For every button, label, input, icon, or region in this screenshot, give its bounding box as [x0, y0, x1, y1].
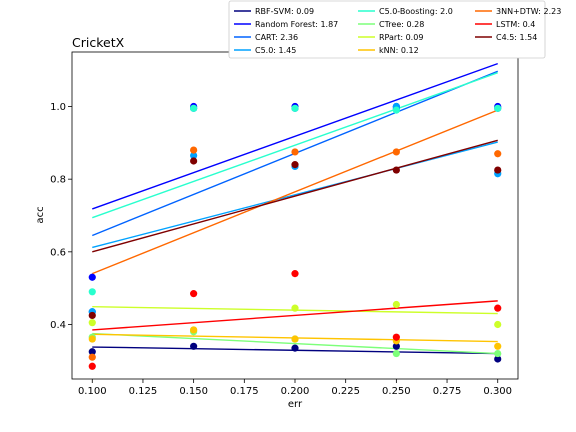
legend-label: RPart: 0.09 — [379, 33, 423, 42]
data-point — [494, 166, 502, 174]
data-point — [190, 290, 198, 298]
data-point — [291, 148, 299, 156]
data-point — [88, 335, 96, 343]
y-tick-label: 0.8 — [50, 175, 66, 186]
data-point — [190, 146, 198, 154]
data-point — [88, 288, 96, 296]
data-point — [494, 320, 502, 329]
data-point — [291, 335, 299, 343]
x-tick-label: 0.225 — [331, 386, 360, 397]
trend-line — [92, 139, 498, 253]
trend-line — [92, 109, 498, 275]
x-tick-label: 0.250 — [382, 386, 411, 397]
x-axis-label: err — [288, 399, 303, 410]
y-axis-label: acc — [35, 206, 46, 223]
y-tick-label: 0.4 — [50, 320, 66, 331]
x-tick-label: 0.100 — [78, 386, 107, 397]
chart-title: CricketX — [72, 35, 125, 50]
legend-label: CTree: 0.28 — [379, 20, 424, 29]
data-point — [392, 300, 400, 309]
legend-label: RBF-SVM: 0.09 — [255, 7, 314, 16]
data-point — [392, 342, 400, 350]
legend-label: C5.0-Boosting: 2.0 — [379, 7, 453, 16]
x-tick-label: 0.300 — [483, 386, 512, 397]
data-point — [190, 151, 198, 160]
data-point — [392, 166, 400, 174]
trend-line — [92, 141, 498, 249]
y-tick-label: 1.0 — [50, 102, 66, 113]
data-point — [494, 104, 502, 112]
legend-label: 3NN+DTW: 2.23 — [496, 7, 561, 16]
legend-label: C5.0: 1.45 — [255, 46, 296, 55]
data-point — [88, 348, 96, 356]
data-point — [392, 333, 400, 341]
data-point — [494, 342, 502, 350]
trend-line — [92, 300, 498, 331]
legend: RBF-SVM: 0.09 Random Forest: 1.87 CART: 2.… — [228, 0, 561, 59]
data-point — [190, 342, 198, 350]
x-axis: 0.100 0.125 0.150 0.175 0.200 0.225 0.250 0.275… — [78, 379, 512, 397]
data-point — [88, 319, 96, 327]
data-point — [88, 273, 96, 281]
data-point — [88, 362, 96, 370]
data-point — [291, 270, 299, 278]
trend-line — [92, 62, 498, 210]
data-point — [291, 161, 299, 169]
y-tick-label: 0.6 — [50, 247, 66, 258]
legend-box — [228, 0, 546, 59]
x-tick-label: 0.175 — [230, 386, 259, 397]
data-point — [494, 355, 502, 363]
data-point — [190, 157, 198, 165]
data-point — [88, 311, 96, 320]
plot-frame — [71, 51, 519, 380]
legend-label: C4.5: 1.54 — [496, 33, 537, 42]
trend-lines — [92, 62, 498, 355]
legend-label: kNN: 0.12 — [379, 46, 419, 55]
data-point — [392, 148, 400, 156]
legend-label: Random Forest: 1.87 — [255, 20, 338, 29]
data-point — [494, 304, 502, 312]
data-point — [392, 106, 400, 114]
data-point — [291, 344, 299, 352]
legend-label: LSTM: 0.4 — [496, 20, 535, 29]
data-point — [88, 353, 96, 361]
legend-label: CART: 2.36 — [255, 33, 298, 42]
x-tick-label: 0.125 — [129, 386, 158, 397]
trend-line — [92, 332, 498, 355]
data-point — [291, 304, 299, 312]
y-axis: 0.4 0.6 0.8 1.0 — [50, 102, 72, 331]
x-tick-label: 0.150 — [179, 386, 208, 397]
data-point — [494, 349, 502, 358]
data-points — [88, 102, 502, 370]
x-tick-label: 0.200 — [281, 386, 310, 397]
data-point — [392, 349, 400, 358]
data-point — [494, 150, 502, 158]
data-point — [190, 104, 198, 112]
data-point — [190, 326, 198, 334]
trend-line — [92, 72, 498, 219]
x-tick-label: 0.275 — [433, 386, 462, 397]
data-point — [291, 104, 299, 112]
